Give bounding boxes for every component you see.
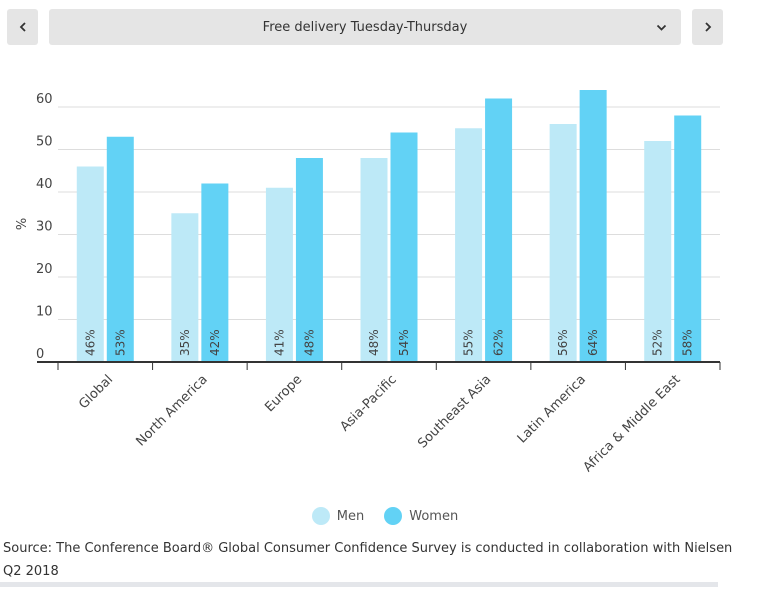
data-label: 41% bbox=[272, 329, 286, 356]
data-label: 58% bbox=[681, 329, 695, 356]
y-tick-label: 0 bbox=[36, 347, 44, 362]
y-tick-label: 20 bbox=[36, 262, 53, 277]
y-tick-label: 10 bbox=[36, 305, 53, 320]
x-category-label: Asia-Pacific bbox=[337, 372, 399, 434]
chevron-down-icon bbox=[656, 24, 667, 31]
x-category-label: Southeast Asia bbox=[415, 372, 494, 451]
x-category-label: Africa & Middle East bbox=[581, 372, 684, 475]
data-label: 48% bbox=[367, 329, 381, 356]
bottom-divider bbox=[0, 582, 718, 587]
bar-men bbox=[644, 141, 672, 362]
legend-item-men[interactable]: Men bbox=[311, 507, 365, 525]
data-label: 55% bbox=[462, 329, 476, 356]
bar-men bbox=[171, 213, 199, 362]
y-axis-title: % bbox=[15, 218, 30, 230]
data-label: 42% bbox=[208, 329, 222, 356]
data-label: 64% bbox=[586, 329, 600, 356]
source-note: Source: The Conference Board® Global Con… bbox=[3, 541, 733, 579]
bar-women bbox=[201, 183, 229, 362]
legend-item-women[interactable]: Women bbox=[384, 507, 458, 525]
bar-women bbox=[106, 136, 134, 362]
bar-women bbox=[579, 90, 607, 362]
legend-label-men: Men bbox=[336, 508, 365, 524]
data-label: 48% bbox=[302, 329, 316, 356]
y-tick-label: 40 bbox=[36, 177, 53, 192]
y-tick-label: 60 bbox=[36, 92, 53, 107]
y-tick-label: 50 bbox=[36, 135, 53, 150]
data-label: 53% bbox=[113, 329, 127, 356]
data-label: 62% bbox=[492, 329, 506, 356]
previous-button[interactable] bbox=[7, 9, 38, 45]
chevron-left-icon bbox=[19, 22, 26, 32]
selected-option-label: Free delivery Tuesday-Thursday bbox=[262, 19, 468, 35]
data-label: 56% bbox=[556, 329, 570, 356]
bar-men bbox=[455, 128, 483, 362]
bar-women bbox=[485, 98, 513, 362]
bar-women bbox=[390, 132, 418, 362]
x-category-label: North America bbox=[134, 372, 211, 449]
legend-dot-women bbox=[384, 507, 403, 525]
data-label: 52% bbox=[651, 329, 665, 356]
bar-men bbox=[76, 166, 104, 362]
x-category-label: Europe bbox=[262, 372, 305, 415]
x-category-label: Latin America bbox=[515, 372, 589, 446]
data-label: 46% bbox=[83, 329, 97, 356]
legend-dot-men bbox=[311, 507, 330, 525]
data-label: 35% bbox=[178, 329, 192, 356]
bar-women bbox=[295, 158, 323, 362]
next-button[interactable] bbox=[692, 9, 723, 45]
bar-men bbox=[549, 124, 577, 362]
data-label: 54% bbox=[397, 329, 411, 356]
bar-women bbox=[674, 115, 702, 362]
x-category-label: Global bbox=[76, 372, 116, 412]
bar-men bbox=[360, 158, 388, 362]
y-tick-label: 30 bbox=[36, 220, 53, 235]
legend-label-women: Women bbox=[409, 508, 459, 524]
chevron-right-icon bbox=[704, 22, 711, 32]
chart-legend: Men Women bbox=[0, 507, 770, 525]
bar-chart: 0 10 20 30 40 50 60% 46% 53% Global 35% 42% North Am… bbox=[15, 90, 721, 475]
delivery-option-select[interactable]: Free delivery Tuesday-Thursday bbox=[49, 9, 681, 45]
bar-men bbox=[265, 187, 293, 362]
